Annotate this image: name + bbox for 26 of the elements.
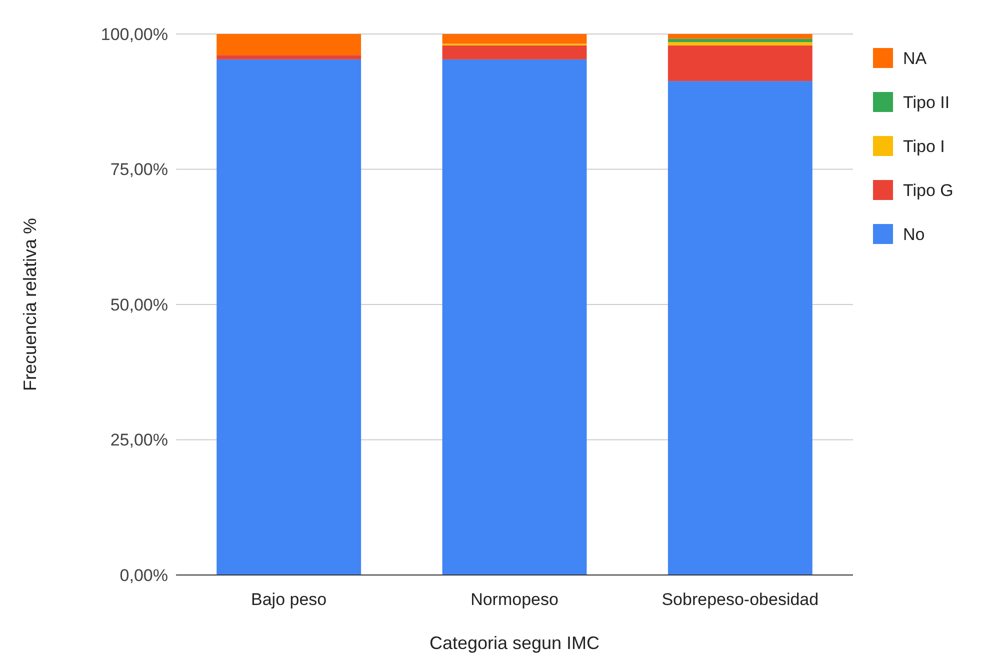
bar [216,59,362,575]
y-tick-label: 100,00% [100,24,168,44]
y-tick-label: 0,00% [120,566,168,585]
y-axis-title: Frecuencia relativa % [20,218,40,392]
y-tick-label: 25,00% [110,430,168,450]
legend-label: Tipo II [903,92,950,112]
bar [216,34,362,56]
x-tick-label: Bajo peso [251,590,327,609]
bar [668,42,812,46]
legend-label: No [903,224,925,244]
bar [668,34,812,39]
bar [668,81,812,575]
legend-label: Tipo I [903,136,945,156]
bar [442,45,587,60]
bar [442,34,587,44]
legend-label: Tipo G [903,180,954,200]
y-tick-label: 50,00% [110,295,168,314]
bar [442,59,587,575]
bar [216,55,362,60]
y-tick-label: 75,00% [110,160,168,180]
x-axis-title: Categoria segun IMC [429,633,600,653]
bar [668,45,812,82]
x-tick-label: Sobrepeso-obesidad [662,590,819,609]
legend-label: NA [903,48,928,68]
x-tick-label: Normopeso [470,590,558,609]
bar [668,38,812,42]
